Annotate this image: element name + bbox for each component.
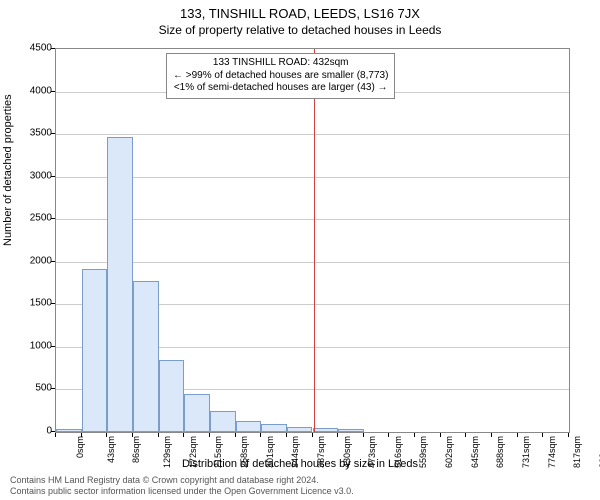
- x-tick-label: 516sqm: [393, 436, 403, 468]
- histogram-bar: [133, 281, 159, 432]
- gridline-h: [56, 177, 569, 178]
- x-tick-mark: [414, 433, 415, 437]
- y-tick-mark: [51, 303, 55, 304]
- footer-attribution: Contains HM Land Registry data © Crown c…: [10, 475, 354, 497]
- x-tick-mark: [465, 433, 466, 437]
- x-tick-label: 602sqm: [444, 436, 454, 468]
- x-tick-mark: [132, 433, 133, 437]
- x-tick-mark: [55, 433, 56, 437]
- x-tick-label: 645sqm: [470, 436, 480, 468]
- x-tick-label: 817sqm: [572, 436, 582, 468]
- y-tick-mark: [51, 261, 55, 262]
- x-tick-mark: [312, 433, 313, 437]
- x-tick-mark: [81, 433, 82, 437]
- x-tick-label: 559sqm: [418, 436, 428, 468]
- y-tick-label: 4000: [12, 85, 52, 96]
- histogram-bar: [236, 421, 262, 432]
- histogram-bar: [56, 429, 82, 432]
- y-tick-label: 3000: [12, 170, 52, 181]
- x-tick-mark: [388, 433, 389, 437]
- x-tick-label: 86sqm: [131, 436, 141, 463]
- y-tick-label: 1000: [12, 340, 52, 351]
- x-tick-label: 301sqm: [265, 436, 275, 468]
- x-tick-label: 215sqm: [213, 436, 223, 468]
- x-tick-mark: [542, 433, 543, 437]
- y-tick-mark: [51, 431, 55, 432]
- histogram-bar: [313, 428, 339, 432]
- gridline-h: [56, 219, 569, 220]
- y-tick-mark: [51, 218, 55, 219]
- x-tick-label: 731sqm: [521, 436, 531, 468]
- histogram-bar: [287, 427, 313, 432]
- histogram-bar: [184, 394, 210, 432]
- footer-line-1: Contains HM Land Registry data © Crown c…: [10, 475, 354, 486]
- y-tick-label: 3500: [12, 128, 52, 139]
- footer-line-2: Contains public sector information licen…: [10, 486, 354, 497]
- x-tick-label: 172sqm: [188, 436, 198, 468]
- y-tick-label: 4500: [12, 43, 52, 54]
- x-tick-mark: [235, 433, 236, 437]
- y-tick-mark: [51, 176, 55, 177]
- x-tick-label: 0sqm: [75, 436, 85, 458]
- histogram-bar: [338, 429, 364, 432]
- histogram-bar: [210, 411, 236, 432]
- y-tick-label: 0: [12, 426, 52, 437]
- x-tick-label: 258sqm: [239, 436, 249, 468]
- chart-plot-area: 133 TINSHILL ROAD: 432sqm ← >99% of deta…: [55, 48, 570, 433]
- x-tick-label: 387sqm: [316, 436, 326, 468]
- x-tick-label: 43sqm: [106, 436, 116, 463]
- histogram-bar: [107, 137, 133, 432]
- x-tick-mark: [158, 433, 159, 437]
- x-tick-mark: [363, 433, 364, 437]
- x-tick-mark: [337, 433, 338, 437]
- x-tick-mark: [491, 433, 492, 437]
- x-tick-mark: [106, 433, 107, 437]
- x-tick-mark: [517, 433, 518, 437]
- y-tick-mark: [51, 133, 55, 134]
- y-tick-label: 1500: [12, 298, 52, 309]
- x-tick-label: 473sqm: [367, 436, 377, 468]
- x-tick-mark: [440, 433, 441, 437]
- histogram-bar: [82, 269, 108, 432]
- legend-line-1: 133 TINSHILL ROAD: 432sqm: [173, 57, 388, 70]
- gridline-h: [56, 134, 569, 135]
- legend-line-2: ← >99% of detached houses are smaller (8…: [173, 70, 388, 83]
- legend-line-3: <1% of semi-detached houses are larger (…: [173, 82, 388, 95]
- y-tick-label: 2500: [12, 213, 52, 224]
- reference-line: [314, 49, 315, 432]
- x-tick-label: 688sqm: [495, 436, 505, 468]
- y-tick-mark: [51, 91, 55, 92]
- x-tick-mark: [209, 433, 210, 437]
- x-tick-mark: [286, 433, 287, 437]
- x-tick-mark: [183, 433, 184, 437]
- x-tick-label: 774sqm: [547, 436, 557, 468]
- x-tick-label: 344sqm: [290, 436, 300, 468]
- histogram-bar: [261, 424, 287, 432]
- chart-title-sub: Size of property relative to detached ho…: [0, 21, 600, 37]
- histogram-bar: [159, 360, 185, 432]
- x-tick-mark: [260, 433, 261, 437]
- x-tick-label: 129sqm: [162, 436, 172, 468]
- chart-title-main: 133, TINSHILL ROAD, LEEDS, LS16 7JX: [0, 0, 600, 21]
- reference-legend: 133 TINSHILL ROAD: 432sqm ← >99% of deta…: [166, 53, 395, 99]
- y-tick-mark: [51, 388, 55, 389]
- x-tick-mark: [568, 433, 569, 437]
- y-tick-label: 500: [12, 383, 52, 394]
- gridline-h: [56, 262, 569, 263]
- y-tick-mark: [51, 48, 55, 49]
- y-tick-label: 2000: [12, 255, 52, 266]
- y-tick-mark: [51, 346, 55, 347]
- x-tick-label: 430sqm: [342, 436, 352, 468]
